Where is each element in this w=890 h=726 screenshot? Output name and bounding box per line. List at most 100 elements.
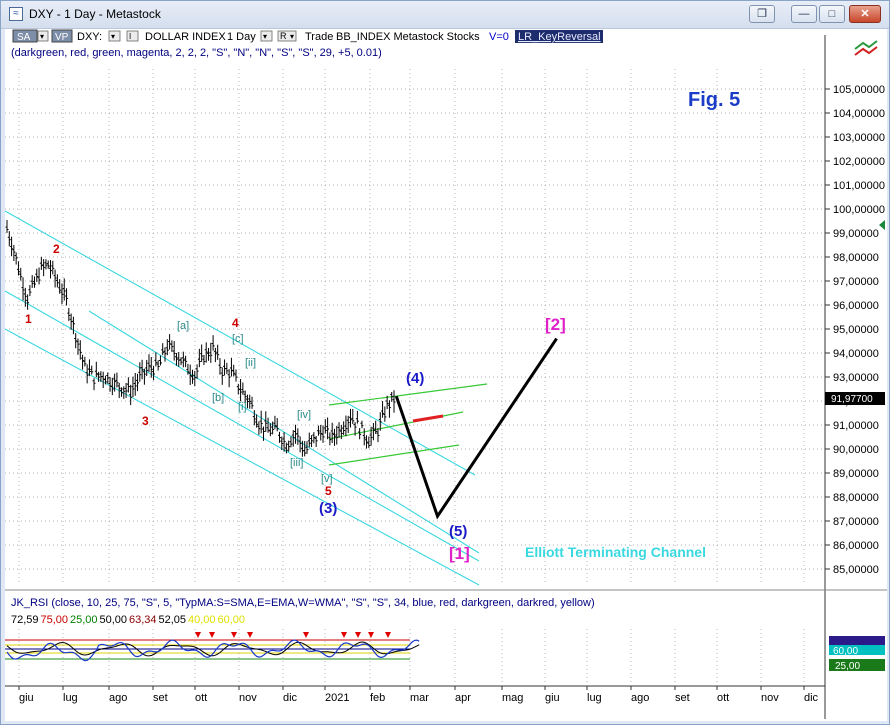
price-tick-label: 88,00000 xyxy=(833,492,879,504)
time-axis: giu lug ago set ott nov dic 2021 feb mar apr mag giu… xyxy=(18,686,819,704)
minimize-button[interactable]: — xyxy=(791,5,817,23)
rsi-sell-arrow xyxy=(303,632,309,638)
wave-label-1-bracket: [1] xyxy=(449,544,470,563)
wave-label-5: 5 xyxy=(325,484,332,498)
sa-dropdown[interactable] xyxy=(37,30,49,42)
price-tick-label: 102,00000 xyxy=(833,156,885,168)
price-tick-label: 93,00000 xyxy=(833,372,879,384)
rsi-badge-teal xyxy=(829,645,885,655)
wave-label-2: 2 xyxy=(53,242,60,256)
vp-label: VP xyxy=(55,32,69,43)
maximize-button[interactable]: □ xyxy=(819,5,845,23)
symbol-dropdown-icon: ▾ xyxy=(111,32,115,41)
price-bars xyxy=(5,220,396,457)
restore-button[interactable]: ❐ xyxy=(749,5,775,23)
period-dropdown[interactable] xyxy=(260,30,273,42)
price-grid xyxy=(5,69,825,585)
rsi-sell-arrow xyxy=(231,632,237,638)
r-button[interactable] xyxy=(277,30,297,42)
price-tick-label: 89,00000 xyxy=(833,468,879,480)
time-tick-label: ott xyxy=(717,692,729,704)
chart-svg[interactable]: SA ▾ VP DXY: ▾ I DOLLAR INDEX 1 Day ▾ R … xyxy=(4,29,887,721)
vp-button[interactable] xyxy=(51,29,73,43)
rsi-value: 52,05 xyxy=(159,614,187,626)
wave-label-i: [i] xyxy=(238,401,247,413)
time-tick-label: lug xyxy=(63,692,78,704)
wave-label-4: 4 xyxy=(232,316,239,330)
rsi-sell-arrow xyxy=(368,632,374,638)
time-tick-label: nov xyxy=(239,692,257,704)
rsi-sell-arrow xyxy=(385,632,391,638)
price-tick-label: 99,00000 xyxy=(833,228,879,240)
axis-collapse-icon[interactable] xyxy=(879,220,885,230)
wave-label-iii: [iii] xyxy=(290,457,303,469)
rsi-value: 60,00 xyxy=(218,614,246,626)
time-tick-label: ago xyxy=(631,692,649,704)
channel-line-cyan xyxy=(88,310,480,554)
rsi-badge-green xyxy=(829,659,885,671)
trend-tool-icon[interactable] xyxy=(854,40,878,56)
title-bar: ≈ DXY - 1 Day - Metastock ❐ — □ ✕ xyxy=(1,1,889,29)
rsi-main-line xyxy=(6,639,420,662)
price-axis: 105,00000 104,00000 103,00000 102,00000 101,… xyxy=(825,84,885,576)
symbol-dropdown[interactable] xyxy=(108,30,121,42)
r-label: R xyxy=(280,31,287,41)
indicator-tag-label: LR_KeyReversal xyxy=(518,31,601,43)
rsi-grid xyxy=(5,629,805,685)
chart-toolbar: SA ▾ VP DXY: ▾ I DOLLAR INDEX 1 Day ▾ R … xyxy=(11,29,603,59)
price-tick-label: 91,00000 xyxy=(833,420,879,432)
r-dropdown-icon: ▾ xyxy=(290,32,294,41)
rsi-params: JK_RSI (close, 10, 25, 75, "S", 5, "TypM… xyxy=(11,597,595,609)
rsi-signal-arrows xyxy=(195,632,391,638)
period-dropdown-icon: ▾ xyxy=(263,32,267,41)
rsi-value: 75,00 xyxy=(41,614,69,626)
time-tick-label: mag xyxy=(502,692,523,704)
price-tick-label: 100,00000 xyxy=(833,204,885,216)
time-tick-label: giu xyxy=(545,692,560,704)
rsi-sell-arrow xyxy=(247,632,253,638)
last-price-label: 91,97700 xyxy=(831,394,873,405)
fig-label: Fig. 5 xyxy=(688,89,740,111)
time-tick-label: dic xyxy=(283,692,298,704)
rsi-badge-top: 60,00 xyxy=(833,646,858,657)
channel-line-green xyxy=(328,444,460,466)
chart-app-icon[interactable]: ≈ xyxy=(9,7,23,21)
price-tick-label: 105,00000 xyxy=(833,84,885,96)
wave-label-3-paren: (3) xyxy=(319,500,337,517)
sa-dropdown-icon: ▾ xyxy=(40,32,44,41)
rsi-sell-arrow xyxy=(209,632,215,638)
price-tick-label: 87,00000 xyxy=(833,516,879,528)
rsi-sell-arrow xyxy=(341,632,347,638)
price-tick-label: 104,00000 xyxy=(833,108,885,120)
wave-label-3: 3 xyxy=(142,414,149,428)
sa-button[interactable] xyxy=(12,29,38,43)
expert-label: BB_INDEX Metastock Stocks xyxy=(336,31,480,43)
trade-label[interactable]: Trade xyxy=(305,31,333,43)
wave-labels: 1 2 3 4 5 [a] [b] [c] [i] [ii] [iii] [iv] [v] (3) (4) (… xyxy=(25,242,566,563)
wave-label-iv: [iv] xyxy=(297,409,311,421)
indicator-tag[interactable] xyxy=(515,30,603,43)
close-button[interactable]: ✕ xyxy=(849,5,881,23)
indicator-params: (darkgreen, red, green, magenta, 2, 2, 2… xyxy=(11,47,382,59)
rsi-sell-arrow xyxy=(355,632,361,638)
v-label: V=0 xyxy=(489,31,509,43)
symbol-label[interactable]: DXY: xyxy=(77,31,102,43)
period-label[interactable]: 1 Day xyxy=(227,31,256,43)
rsi-signal-line xyxy=(6,641,420,657)
time-tick-label: ott xyxy=(195,692,207,704)
wave-label-ii: [ii] xyxy=(245,357,256,369)
chart-area[interactable]: SA ▾ VP DXY: ▾ I DOLLAR INDEX 1 Day ▾ R … xyxy=(4,29,887,721)
time-tick-label: feb xyxy=(370,692,385,704)
window-title: DXY - 1 Day - Metastock xyxy=(29,7,161,21)
channel-line-cyan xyxy=(4,328,480,586)
wave-label-4-paren: (4) xyxy=(406,370,424,387)
wave-label-5-paren: (5) xyxy=(449,523,467,540)
rsi-badge-blue xyxy=(829,636,885,645)
rsi-values: 72,59 75,00 25,00 50,00 63,34 52,05 40,00 60,00 xyxy=(11,614,245,626)
channel-line-green xyxy=(328,383,488,406)
price-tick-label: 103,00000 xyxy=(833,132,885,144)
wave-label-b: [b] xyxy=(212,392,224,404)
price-tick-label: 98,00000 xyxy=(833,252,879,264)
rsi-value: 50,00 xyxy=(100,614,128,626)
info-button[interactable] xyxy=(126,30,139,42)
